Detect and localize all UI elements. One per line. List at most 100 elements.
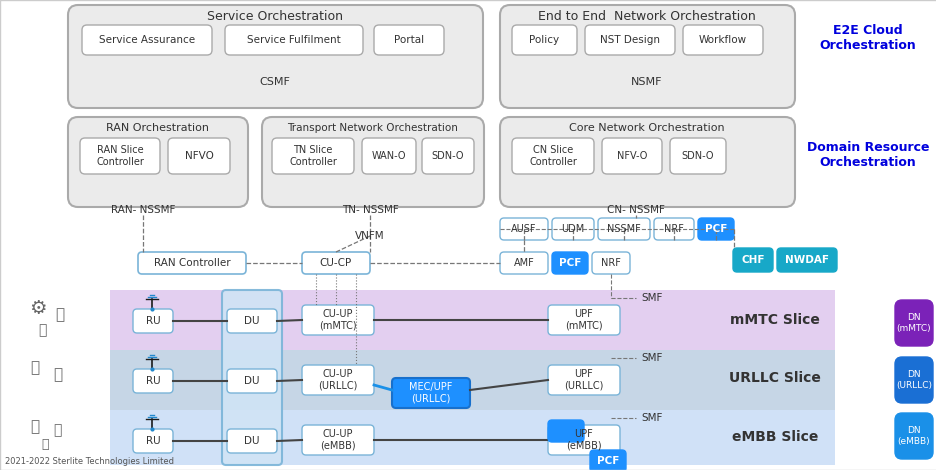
Text: Domain Resource
Orchestration: Domain Resource Orchestration [806, 141, 929, 169]
FancyBboxPatch shape [227, 429, 277, 453]
Text: SMF: SMF [640, 293, 662, 303]
Text: RAN- NSSMF: RAN- NSSMF [110, 205, 175, 215]
Text: PCF: PCF [558, 258, 580, 268]
FancyBboxPatch shape [601, 138, 662, 174]
FancyBboxPatch shape [894, 300, 932, 346]
FancyBboxPatch shape [68, 5, 482, 108]
FancyBboxPatch shape [732, 248, 772, 272]
FancyBboxPatch shape [373, 25, 444, 55]
Text: PCF: PCF [596, 456, 619, 466]
Text: DU: DU [244, 316, 259, 326]
Text: NFVO: NFVO [184, 151, 213, 161]
Text: SMF: SMF [640, 413, 662, 423]
Text: Service Orchestration: Service Orchestration [207, 10, 343, 24]
FancyBboxPatch shape [262, 117, 484, 207]
Text: Service Fulfilment: Service Fulfilment [247, 35, 341, 45]
FancyBboxPatch shape [82, 25, 212, 55]
FancyBboxPatch shape [168, 138, 229, 174]
FancyBboxPatch shape [682, 25, 762, 55]
FancyBboxPatch shape [548, 420, 583, 442]
FancyBboxPatch shape [551, 252, 588, 274]
Text: 🏗: 🏗 [37, 323, 46, 337]
FancyBboxPatch shape [391, 378, 470, 408]
Text: UPF
(URLLC): UPF (URLLC) [563, 369, 603, 391]
Text: NFV-O: NFV-O [616, 151, 647, 161]
Text: RAN Slice
Controller: RAN Slice Controller [96, 145, 144, 167]
Text: AMF: AMF [513, 258, 534, 268]
FancyBboxPatch shape [227, 369, 277, 393]
Text: RU: RU [145, 436, 160, 446]
FancyBboxPatch shape [133, 429, 173, 453]
Text: CU-CP: CU-CP [319, 258, 352, 268]
FancyBboxPatch shape [597, 218, 650, 240]
Text: Workflow: Workflow [698, 35, 746, 45]
Text: SDN-O: SDN-O [681, 151, 713, 161]
FancyBboxPatch shape [500, 252, 548, 274]
Text: RU: RU [145, 376, 160, 386]
Text: 📱: 📱 [30, 420, 39, 434]
Text: 2021-2022 Sterlite Technologies Limited: 2021-2022 Sterlite Technologies Limited [6, 457, 174, 467]
Text: UPF
(mMTC): UPF (mMTC) [564, 309, 602, 331]
Text: CU-UP
(URLLC): CU-UP (URLLC) [318, 369, 358, 391]
Text: SMF: SMF [640, 353, 662, 363]
Text: 📱: 📱 [41, 439, 49, 452]
Text: VNFM: VNFM [355, 231, 385, 241]
Text: CU-UP
(eMBB): CU-UP (eMBB) [320, 429, 356, 451]
FancyBboxPatch shape [500, 218, 548, 240]
FancyBboxPatch shape [271, 138, 354, 174]
Text: RAN Orchestration: RAN Orchestration [107, 123, 210, 133]
Text: RU: RU [145, 316, 160, 326]
FancyBboxPatch shape [548, 365, 620, 395]
FancyBboxPatch shape [421, 138, 474, 174]
FancyBboxPatch shape [68, 117, 248, 207]
FancyBboxPatch shape [138, 252, 246, 274]
Text: 🏭: 🏭 [30, 360, 39, 376]
Text: eMBB Slice: eMBB Slice [731, 430, 817, 444]
FancyBboxPatch shape [590, 450, 625, 470]
Text: UDM: UDM [561, 224, 584, 234]
FancyBboxPatch shape [653, 218, 694, 240]
Text: Policy: Policy [529, 35, 559, 45]
Text: CN Slice
Controller: CN Slice Controller [529, 145, 577, 167]
FancyBboxPatch shape [548, 425, 620, 455]
Text: NSSMF: NSSMF [607, 224, 640, 234]
FancyBboxPatch shape [80, 138, 160, 174]
Text: Transport Network Orchestration: Transport Network Orchestration [287, 123, 458, 133]
Text: DU: DU [244, 376, 259, 386]
FancyBboxPatch shape [301, 365, 373, 395]
Text: AUSF: AUSF [511, 224, 536, 234]
Text: NWDAF: NWDAF [784, 255, 828, 265]
FancyBboxPatch shape [301, 305, 373, 335]
Text: CHF: CHF [740, 255, 764, 265]
Text: DU: DU [244, 436, 259, 446]
FancyBboxPatch shape [548, 305, 620, 335]
FancyBboxPatch shape [133, 309, 173, 333]
Text: DN
(eMBB): DN (eMBB) [897, 426, 929, 446]
Text: DN
(mMTC): DN (mMTC) [896, 313, 930, 333]
FancyBboxPatch shape [225, 25, 362, 55]
Text: 🚗: 🚗 [53, 368, 63, 383]
Text: Portal: Portal [393, 35, 424, 45]
Text: Core Network Orchestration: Core Network Orchestration [568, 123, 724, 133]
Text: E2E Cloud
Orchestration: E2E Cloud Orchestration [819, 24, 915, 52]
Text: CN- NSSMF: CN- NSSMF [607, 205, 665, 215]
FancyBboxPatch shape [500, 5, 794, 108]
FancyBboxPatch shape [697, 218, 733, 240]
FancyBboxPatch shape [894, 413, 932, 459]
Text: End to End  Network Orchestration: End to End Network Orchestration [537, 10, 755, 24]
Text: mMTC Slice: mMTC Slice [729, 313, 819, 327]
FancyBboxPatch shape [133, 369, 173, 393]
Text: MEC/UPF
(URLLC): MEC/UPF (URLLC) [409, 382, 452, 404]
Text: 🏭: 🏭 [55, 307, 65, 322]
Bar [110, 410, 834, 465]
FancyBboxPatch shape [894, 357, 932, 403]
Text: PCF: PCF [704, 224, 726, 234]
FancyBboxPatch shape [361, 138, 416, 174]
Bar [110, 290, 834, 350]
FancyBboxPatch shape [511, 25, 577, 55]
Text: SDN-O: SDN-O [431, 151, 463, 161]
FancyBboxPatch shape [551, 218, 593, 240]
Text: DN
(URLLC): DN (URLLC) [895, 370, 931, 390]
Text: NRF: NRF [664, 224, 683, 234]
FancyBboxPatch shape [511, 138, 593, 174]
